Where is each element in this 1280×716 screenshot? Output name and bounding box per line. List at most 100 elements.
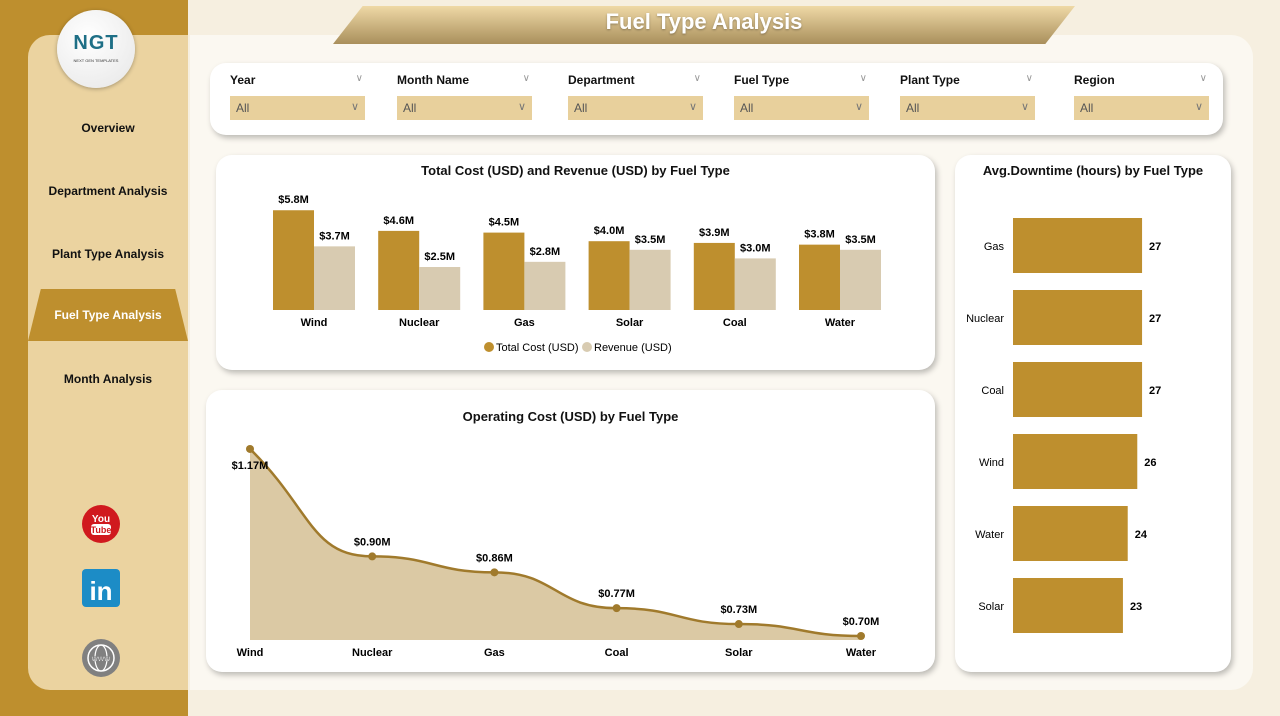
y-tick-label: Water	[975, 529, 1004, 541]
chart-title: Total Cost (USD) and Revenue (USD) by Fu…	[421, 163, 730, 178]
downtime-bar	[1013, 362, 1143, 417]
filter-dropdown[interactable]: All ∨	[230, 96, 365, 120]
x-tick-label: Nuclear	[352, 647, 393, 659]
bar-revenue	[314, 246, 355, 310]
data-label: $0.86M	[476, 552, 513, 564]
legend-label: Total Cost (USD)	[496, 342, 579, 354]
filter-plant-type[interactable]: Plant Type ∨ All ∨	[900, 73, 1035, 120]
filter-year[interactable]: Year ∨ All ∨	[230, 73, 365, 120]
data-point	[368, 552, 377, 561]
chevron-down-icon: ∨	[350, 101, 359, 113]
nav-plant-type-analysis[interactable]: Plant Type Analysis	[51, 247, 165, 261]
data-label: $4.0M	[594, 225, 625, 237]
filter-department[interactable]: Department ∨ All ∨	[568, 73, 703, 120]
downtime-bar	[1013, 506, 1128, 561]
data-label: 27	[1149, 385, 1161, 397]
data-label: $1.17M	[232, 460, 269, 472]
chart-title: Avg.Downtime (hours) by Fuel Type	[982, 163, 1204, 178]
chart-title: Operating Cost (USD) by Fuel Type	[462, 409, 679, 424]
filter-label: Department ∨	[568, 73, 701, 87]
nav-overview[interactable]: Overview	[81, 121, 135, 135]
page-title: Fuel Type Analysis	[333, 6, 1075, 44]
x-tick-label: Gas	[514, 317, 535, 329]
y-tick-label: Solar	[978, 601, 1004, 613]
chevron-down-icon[interactable]: ∨	[355, 73, 363, 84]
chevron-down-icon[interactable]: ∨	[1199, 73, 1207, 84]
filter-dropdown[interactable]: All ∨	[734, 96, 869, 120]
x-tick-label: Water	[846, 647, 877, 659]
data-label: 27	[1149, 241, 1161, 253]
bar-total-cost	[483, 232, 525, 310]
data-label: $0.90M	[354, 536, 391, 548]
filter-label: Plant Type ∨	[900, 73, 1033, 87]
x-tick-label: Solar	[616, 317, 644, 329]
data-label: $3.7M	[319, 230, 350, 242]
y-tick-label: Coal	[981, 385, 1004, 397]
data-label: $3.9M	[699, 227, 730, 239]
filter-dropdown[interactable]: All ∨	[397, 96, 532, 120]
data-point	[246, 444, 254, 453]
x-tick-label: Gas	[484, 647, 505, 659]
filter-label: Fuel Type ∨	[734, 73, 867, 87]
data-label: $5.8M	[278, 194, 309, 206]
downtime-bar	[1013, 578, 1123, 633]
filter-fuel-type[interactable]: Fuel Type ∨ All ∨	[734, 73, 869, 120]
bar-total-cost	[799, 244, 840, 310]
filter-month-name[interactable]: Month Name ∨ All ∨	[397, 73, 532, 120]
data-label: $0.70M	[843, 616, 880, 628]
data-point	[490, 568, 499, 577]
data-label: $3.0M	[740, 242, 771, 254]
website-icon[interactable]: www	[81, 638, 121, 678]
data-label: $4.6M	[383, 215, 414, 227]
data-label: $0.73M	[720, 604, 757, 616]
filter-label: Year ∨	[230, 73, 363, 87]
nav-fuel-type-analysis[interactable]: Fuel Type Analysis	[28, 289, 188, 341]
data-label: $3.8M	[804, 229, 835, 241]
svg-text:www: www	[91, 654, 111, 663]
data-label: $3.5M	[635, 234, 666, 246]
bar-total-cost	[273, 210, 314, 310]
data-label: 23	[1130, 601, 1142, 613]
x-tick-label: Coal	[723, 317, 747, 329]
chevron-down-icon: ∨	[1194, 101, 1203, 113]
x-tick-label: Coal	[605, 647, 629, 659]
chevron-down-icon[interactable]: ∨	[859, 73, 867, 84]
bar-revenue	[840, 249, 881, 310]
nav-department-analysis[interactable]: Department Analysis	[48, 184, 168, 198]
legend-label: Revenue (USD)	[594, 342, 672, 354]
chevron-down-icon: ∨	[854, 101, 863, 113]
downtime-bar	[1013, 290, 1143, 345]
data-label: $0.77M	[598, 588, 635, 600]
chevron-down-icon: ∨	[517, 101, 526, 113]
svg-text:in: in	[89, 576, 112, 606]
y-tick-label: Gas	[984, 241, 1005, 253]
chevron-down-icon: ∨	[688, 101, 697, 113]
bar-total-cost	[588, 241, 630, 310]
filter-dropdown[interactable]: All ∨	[900, 96, 1035, 120]
filter-bar: Year ∨ All ∨ Month Name ∨ All ∨ Department ∨ Al…	[210, 63, 1223, 135]
data-label: $2.8M	[530, 246, 561, 258]
bar-revenue	[734, 258, 776, 310]
x-tick-label: Solar	[725, 647, 753, 659]
area-fill	[250, 448, 861, 640]
chevron-down-icon[interactable]: ∨	[693, 73, 701, 84]
data-label: $2.5M	[424, 251, 455, 263]
x-tick-label: Water	[825, 317, 856, 329]
filter-region[interactable]: Region ∨ All ∨	[1074, 73, 1209, 120]
linkedin-icon[interactable]: in	[81, 568, 121, 608]
legend-marker	[582, 342, 592, 352]
nav-month-analysis[interactable]: Month Analysis	[63, 372, 153, 386]
filter-dropdown[interactable]: All ∨	[568, 96, 703, 120]
chevron-down-icon[interactable]: ∨	[522, 73, 530, 84]
chevron-down-icon[interactable]: ∨	[1025, 73, 1033, 84]
y-tick-label: Wind	[979, 457, 1004, 469]
bar-revenue	[524, 261, 566, 310]
data-label: 24	[1135, 529, 1148, 541]
logo: NGT NEXT GEN TEMPLATES	[57, 10, 135, 88]
filter-label: Month Name ∨	[397, 73, 530, 87]
svg-text:Tube: Tube	[91, 525, 112, 535]
filter-dropdown[interactable]: All ∨	[1074, 96, 1209, 120]
data-point	[612, 604, 621, 613]
